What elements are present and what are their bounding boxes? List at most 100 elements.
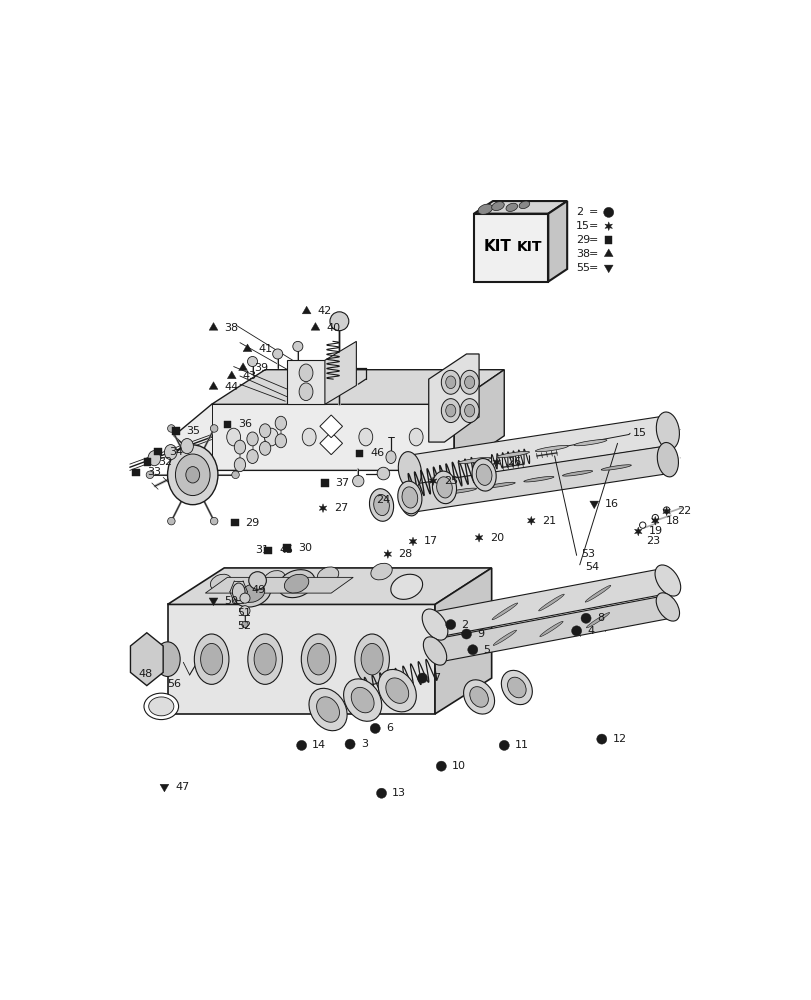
Polygon shape (384, 550, 391, 558)
Text: 52: 52 (237, 621, 251, 631)
Ellipse shape (385, 451, 396, 463)
Ellipse shape (476, 464, 491, 485)
Polygon shape (407, 416, 669, 485)
Ellipse shape (441, 399, 460, 423)
Ellipse shape (247, 634, 282, 684)
Ellipse shape (496, 451, 529, 458)
Polygon shape (407, 446, 669, 512)
Ellipse shape (445, 404, 455, 417)
Ellipse shape (457, 457, 490, 464)
Ellipse shape (500, 670, 532, 705)
Text: 46: 46 (370, 448, 384, 458)
Ellipse shape (581, 613, 590, 623)
Ellipse shape (309, 688, 346, 731)
Polygon shape (603, 265, 612, 273)
Bar (132, 469, 139, 476)
Polygon shape (427, 569, 675, 636)
Ellipse shape (264, 571, 285, 587)
Ellipse shape (445, 620, 455, 630)
Ellipse shape (302, 428, 315, 446)
Ellipse shape (210, 574, 231, 591)
Polygon shape (205, 577, 353, 593)
Polygon shape (167, 568, 491, 604)
Ellipse shape (445, 376, 455, 389)
Text: 7: 7 (432, 673, 440, 683)
Text: 47: 47 (175, 782, 189, 792)
Ellipse shape (155, 642, 180, 676)
Ellipse shape (499, 740, 508, 750)
Text: 55: 55 (575, 263, 590, 273)
Ellipse shape (352, 475, 363, 487)
Text: 54: 54 (584, 562, 599, 572)
Text: 41: 41 (258, 344, 272, 354)
Ellipse shape (146, 471, 153, 479)
Text: 26: 26 (507, 457, 521, 467)
Text: 15: 15 (633, 428, 646, 438)
Ellipse shape (284, 574, 308, 593)
Polygon shape (547, 201, 566, 282)
Ellipse shape (164, 445, 177, 460)
Ellipse shape (278, 570, 315, 598)
Polygon shape (604, 222, 611, 231)
Ellipse shape (385, 678, 408, 703)
Ellipse shape (369, 489, 393, 521)
Text: 31: 31 (255, 545, 269, 555)
Text: 25: 25 (444, 476, 457, 486)
Polygon shape (589, 501, 598, 509)
Ellipse shape (167, 445, 217, 505)
Ellipse shape (539, 621, 562, 637)
Ellipse shape (354, 634, 389, 684)
Bar (604, 236, 611, 244)
Text: =: = (588, 263, 598, 273)
Ellipse shape (296, 740, 307, 750)
Text: 17: 17 (423, 536, 437, 546)
Polygon shape (435, 568, 491, 714)
Ellipse shape (507, 677, 526, 698)
Polygon shape (324, 341, 356, 404)
Text: =: = (588, 235, 598, 245)
Ellipse shape (248, 572, 266, 589)
Ellipse shape (301, 634, 336, 684)
Ellipse shape (298, 383, 312, 401)
Ellipse shape (234, 440, 245, 454)
Bar (154, 448, 161, 455)
Text: 22: 22 (676, 506, 691, 516)
Polygon shape (319, 504, 326, 513)
Text: 23: 23 (645, 536, 659, 546)
Ellipse shape (186, 467, 200, 483)
Ellipse shape (470, 687, 487, 707)
Text: 39: 39 (254, 363, 268, 373)
Bar (264, 547, 272, 554)
Ellipse shape (460, 370, 478, 394)
Ellipse shape (194, 634, 229, 684)
Ellipse shape (298, 364, 312, 382)
Text: 13: 13 (392, 788, 406, 798)
Ellipse shape (247, 450, 258, 463)
Text: 10: 10 (452, 761, 466, 771)
Text: 29: 29 (245, 518, 260, 528)
Polygon shape (311, 323, 320, 330)
Text: 36: 36 (238, 419, 251, 429)
Text: 37: 37 (335, 478, 350, 488)
Polygon shape (212, 370, 504, 404)
Polygon shape (209, 382, 217, 389)
Text: 2: 2 (461, 620, 468, 630)
Text: 27: 27 (333, 503, 348, 513)
Ellipse shape (351, 687, 374, 713)
Text: 15: 15 (575, 221, 590, 231)
Ellipse shape (275, 434, 286, 448)
Polygon shape (242, 344, 251, 352)
Ellipse shape (329, 312, 349, 331)
Ellipse shape (307, 643, 329, 675)
Polygon shape (633, 527, 642, 536)
Ellipse shape (240, 606, 250, 616)
Ellipse shape (467, 645, 477, 655)
Text: 24: 24 (376, 495, 390, 505)
Ellipse shape (600, 465, 630, 470)
Ellipse shape (464, 404, 474, 417)
Ellipse shape (254, 643, 276, 675)
Ellipse shape (639, 522, 645, 528)
Ellipse shape (361, 643, 383, 675)
Ellipse shape (432, 471, 456, 504)
Text: 28: 28 (398, 549, 412, 559)
